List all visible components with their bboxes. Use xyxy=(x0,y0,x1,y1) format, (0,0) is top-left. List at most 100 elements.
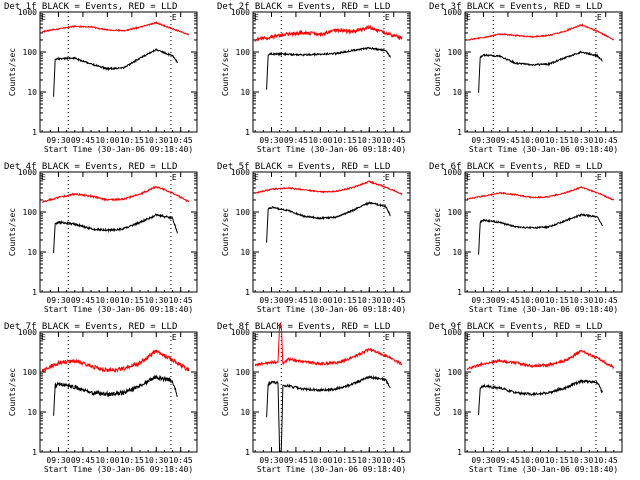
corner-mark: E xyxy=(385,173,390,182)
lld-rate-series xyxy=(41,185,190,203)
corner-mark: E xyxy=(254,13,259,22)
lld-rate-series xyxy=(41,349,190,373)
y-tick-label: 10 xyxy=(240,88,250,97)
x-tick-label: 10:30 xyxy=(569,456,593,465)
x-tick-label: 10:15 xyxy=(120,296,144,305)
corner-mark: E xyxy=(41,173,46,182)
panel-det-9: Det 9f BLACK = Events, RED = LLD 1 10 100 10… xyxy=(429,322,623,474)
y-tick-label: 1000 xyxy=(231,328,250,337)
x-axis-label: Start Time (30-Jan-06 09:18:40) xyxy=(469,305,618,314)
y-tick-label: 10 xyxy=(27,408,37,417)
y-axis-label: Counts/sec xyxy=(221,48,230,96)
plot-frame xyxy=(464,171,623,293)
x-tick-label: 10:30 xyxy=(144,136,168,145)
x-tick-label: 10:45 xyxy=(382,296,406,305)
y-tick-label: 1000 xyxy=(443,328,462,337)
plot-frame xyxy=(252,171,411,293)
y-axis-label: Counts/sec xyxy=(433,368,442,416)
y-tick-label: 1 xyxy=(32,128,37,137)
lld-rate-series xyxy=(255,180,403,196)
x-tick-label: 10:45 xyxy=(382,136,406,145)
plot-frame xyxy=(39,11,198,133)
x-tick-label: 09:30 xyxy=(46,456,70,465)
x-tick-label: 10:45 xyxy=(169,456,193,465)
plot-frame xyxy=(464,331,623,453)
corner-mark: E xyxy=(597,173,602,182)
y-axis-label: Counts/sec xyxy=(8,48,17,96)
x-tick-label: 10:45 xyxy=(382,456,406,465)
x-tick-label: 10:45 xyxy=(169,296,193,305)
x-tick-label: 10:45 xyxy=(594,136,618,145)
x-tick-label: 10:00 xyxy=(520,136,544,145)
y-tick-label: 1000 xyxy=(443,168,462,177)
event-rate-series xyxy=(478,50,603,93)
x-tick-label: 10:30 xyxy=(144,456,168,465)
event-rate-series xyxy=(53,374,178,416)
x-tick-label: 09:45 xyxy=(496,456,520,465)
x-axis-label: Start Time (30-Jan-06 09:18:40) xyxy=(257,145,406,154)
panel-title: Det 2f BLACK = Events, RED = LLD xyxy=(217,2,390,12)
x-axis-label: Start Time (30-Jan-06 09:18:40) xyxy=(469,145,618,154)
x-axis-label: Start Time (30-Jan-06 09:18:40) xyxy=(44,305,193,314)
event-rate-series xyxy=(266,374,391,453)
corner-mark: E xyxy=(172,13,177,22)
x-tick-label: 09:30 xyxy=(471,456,495,465)
panel-title: Det 8f BLACK = Events, RED = LLD xyxy=(217,322,390,332)
y-tick-label: 100 xyxy=(448,48,463,57)
panel-title: Det 1f BLACK = Events, RED = LLD xyxy=(4,2,177,12)
corner-mark: E xyxy=(172,333,177,342)
x-tick-label: 10:00 xyxy=(95,296,119,305)
panel-det-6: Det 6f BLACK = Events, RED = LLD 1 10 100 10… xyxy=(429,162,623,314)
panel-det-2: Det 2f BLACK = Events, RED = LLD 1 10 100 10… xyxy=(217,2,411,154)
y-axis-label: Counts/sec xyxy=(8,368,17,416)
x-tick-label: 09:45 xyxy=(496,136,520,145)
panel-title: Det 5f BLACK = Events, RED = LLD xyxy=(217,162,390,172)
panel-title: Det 6f BLACK = Events, RED = LLD xyxy=(429,162,602,172)
x-axis-label: Start Time (30-Jan-06 09:18:40) xyxy=(469,465,618,474)
y-axis-label: Counts/sec xyxy=(221,208,230,256)
x-tick-label: 09:45 xyxy=(284,456,308,465)
y-tick-label: 1 xyxy=(245,288,250,297)
corner-mark: E xyxy=(254,333,259,342)
x-tick-label: 09:45 xyxy=(284,296,308,305)
plot-frame xyxy=(39,171,198,293)
x-tick-label: 10:30 xyxy=(357,296,381,305)
y-tick-label: 1 xyxy=(32,448,37,457)
y-tick-label: 100 xyxy=(236,208,251,217)
y-tick-label: 100 xyxy=(23,208,38,217)
x-tick-label: 10:30 xyxy=(569,296,593,305)
x-tick-label: 10:30 xyxy=(357,456,381,465)
y-tick-label: 10 xyxy=(240,408,250,417)
x-tick-label: 10:45 xyxy=(169,136,193,145)
event-rate-series xyxy=(478,379,603,416)
panel-det-4: Det 4f BLACK = Events, RED = LLD 1 10 100 10… xyxy=(4,162,198,314)
x-axis-label: Start Time (30-Jan-06 09:18:40) xyxy=(257,305,406,314)
lld-rate-series xyxy=(41,20,190,36)
panel-det-7: Det 7f BLACK = Events, RED = LLD 1 10 100 10… xyxy=(4,322,198,474)
y-axis-label: Counts/sec xyxy=(221,368,230,416)
panel-title: Det 4f BLACK = Events, RED = LLD xyxy=(4,162,177,172)
x-tick-label: 10:15 xyxy=(333,296,357,305)
corner-mark: E xyxy=(597,333,602,342)
x-tick-label: 09:45 xyxy=(71,296,95,305)
x-axis-label: Start Time (30-Jan-06 09:18:40) xyxy=(257,465,406,474)
y-tick-label: 1 xyxy=(457,288,462,297)
x-tick-label: 10:15 xyxy=(120,136,144,145)
y-tick-label: 1000 xyxy=(18,168,37,177)
x-tick-label: 10:00 xyxy=(308,136,332,145)
lld-rate-series xyxy=(466,185,614,201)
x-tick-label: 10:15 xyxy=(120,456,144,465)
x-tick-label: 09:30 xyxy=(471,296,495,305)
x-tick-label: 09:45 xyxy=(71,136,95,145)
corner-mark: E xyxy=(466,333,471,342)
x-tick-label: 10:15 xyxy=(545,456,569,465)
y-tick-label: 1 xyxy=(245,448,250,457)
y-tick-label: 10 xyxy=(240,248,250,257)
event-rate-series xyxy=(266,46,391,90)
x-tick-label: 09:30 xyxy=(46,136,70,145)
x-tick-label: 10:30 xyxy=(144,296,168,305)
panel-det-1: Det 1f BLACK = Events, RED = LLD 1 10 100 10… xyxy=(4,2,198,154)
lld-rate-series xyxy=(254,322,403,367)
panel-title: Det 7f BLACK = Events, RED = LLD xyxy=(4,322,177,332)
